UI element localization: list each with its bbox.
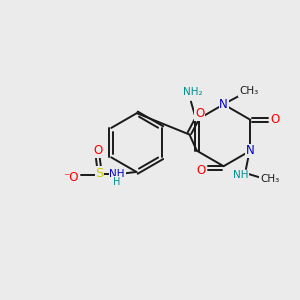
Text: N: N bbox=[219, 98, 228, 111]
Text: O: O bbox=[270, 113, 279, 126]
Text: H: H bbox=[113, 177, 121, 187]
Text: O: O bbox=[196, 164, 206, 177]
Text: O: O bbox=[93, 144, 103, 158]
Text: NH₂: NH₂ bbox=[183, 87, 202, 97]
Text: NH: NH bbox=[109, 169, 125, 178]
Text: NH: NH bbox=[233, 170, 248, 181]
Text: S: S bbox=[95, 167, 103, 180]
Text: CH₃: CH₃ bbox=[260, 174, 279, 184]
Text: CH₃: CH₃ bbox=[239, 86, 258, 96]
Text: N: N bbox=[246, 144, 255, 157]
Text: O: O bbox=[195, 107, 204, 120]
Text: ⁻O: ⁻O bbox=[64, 172, 79, 184]
